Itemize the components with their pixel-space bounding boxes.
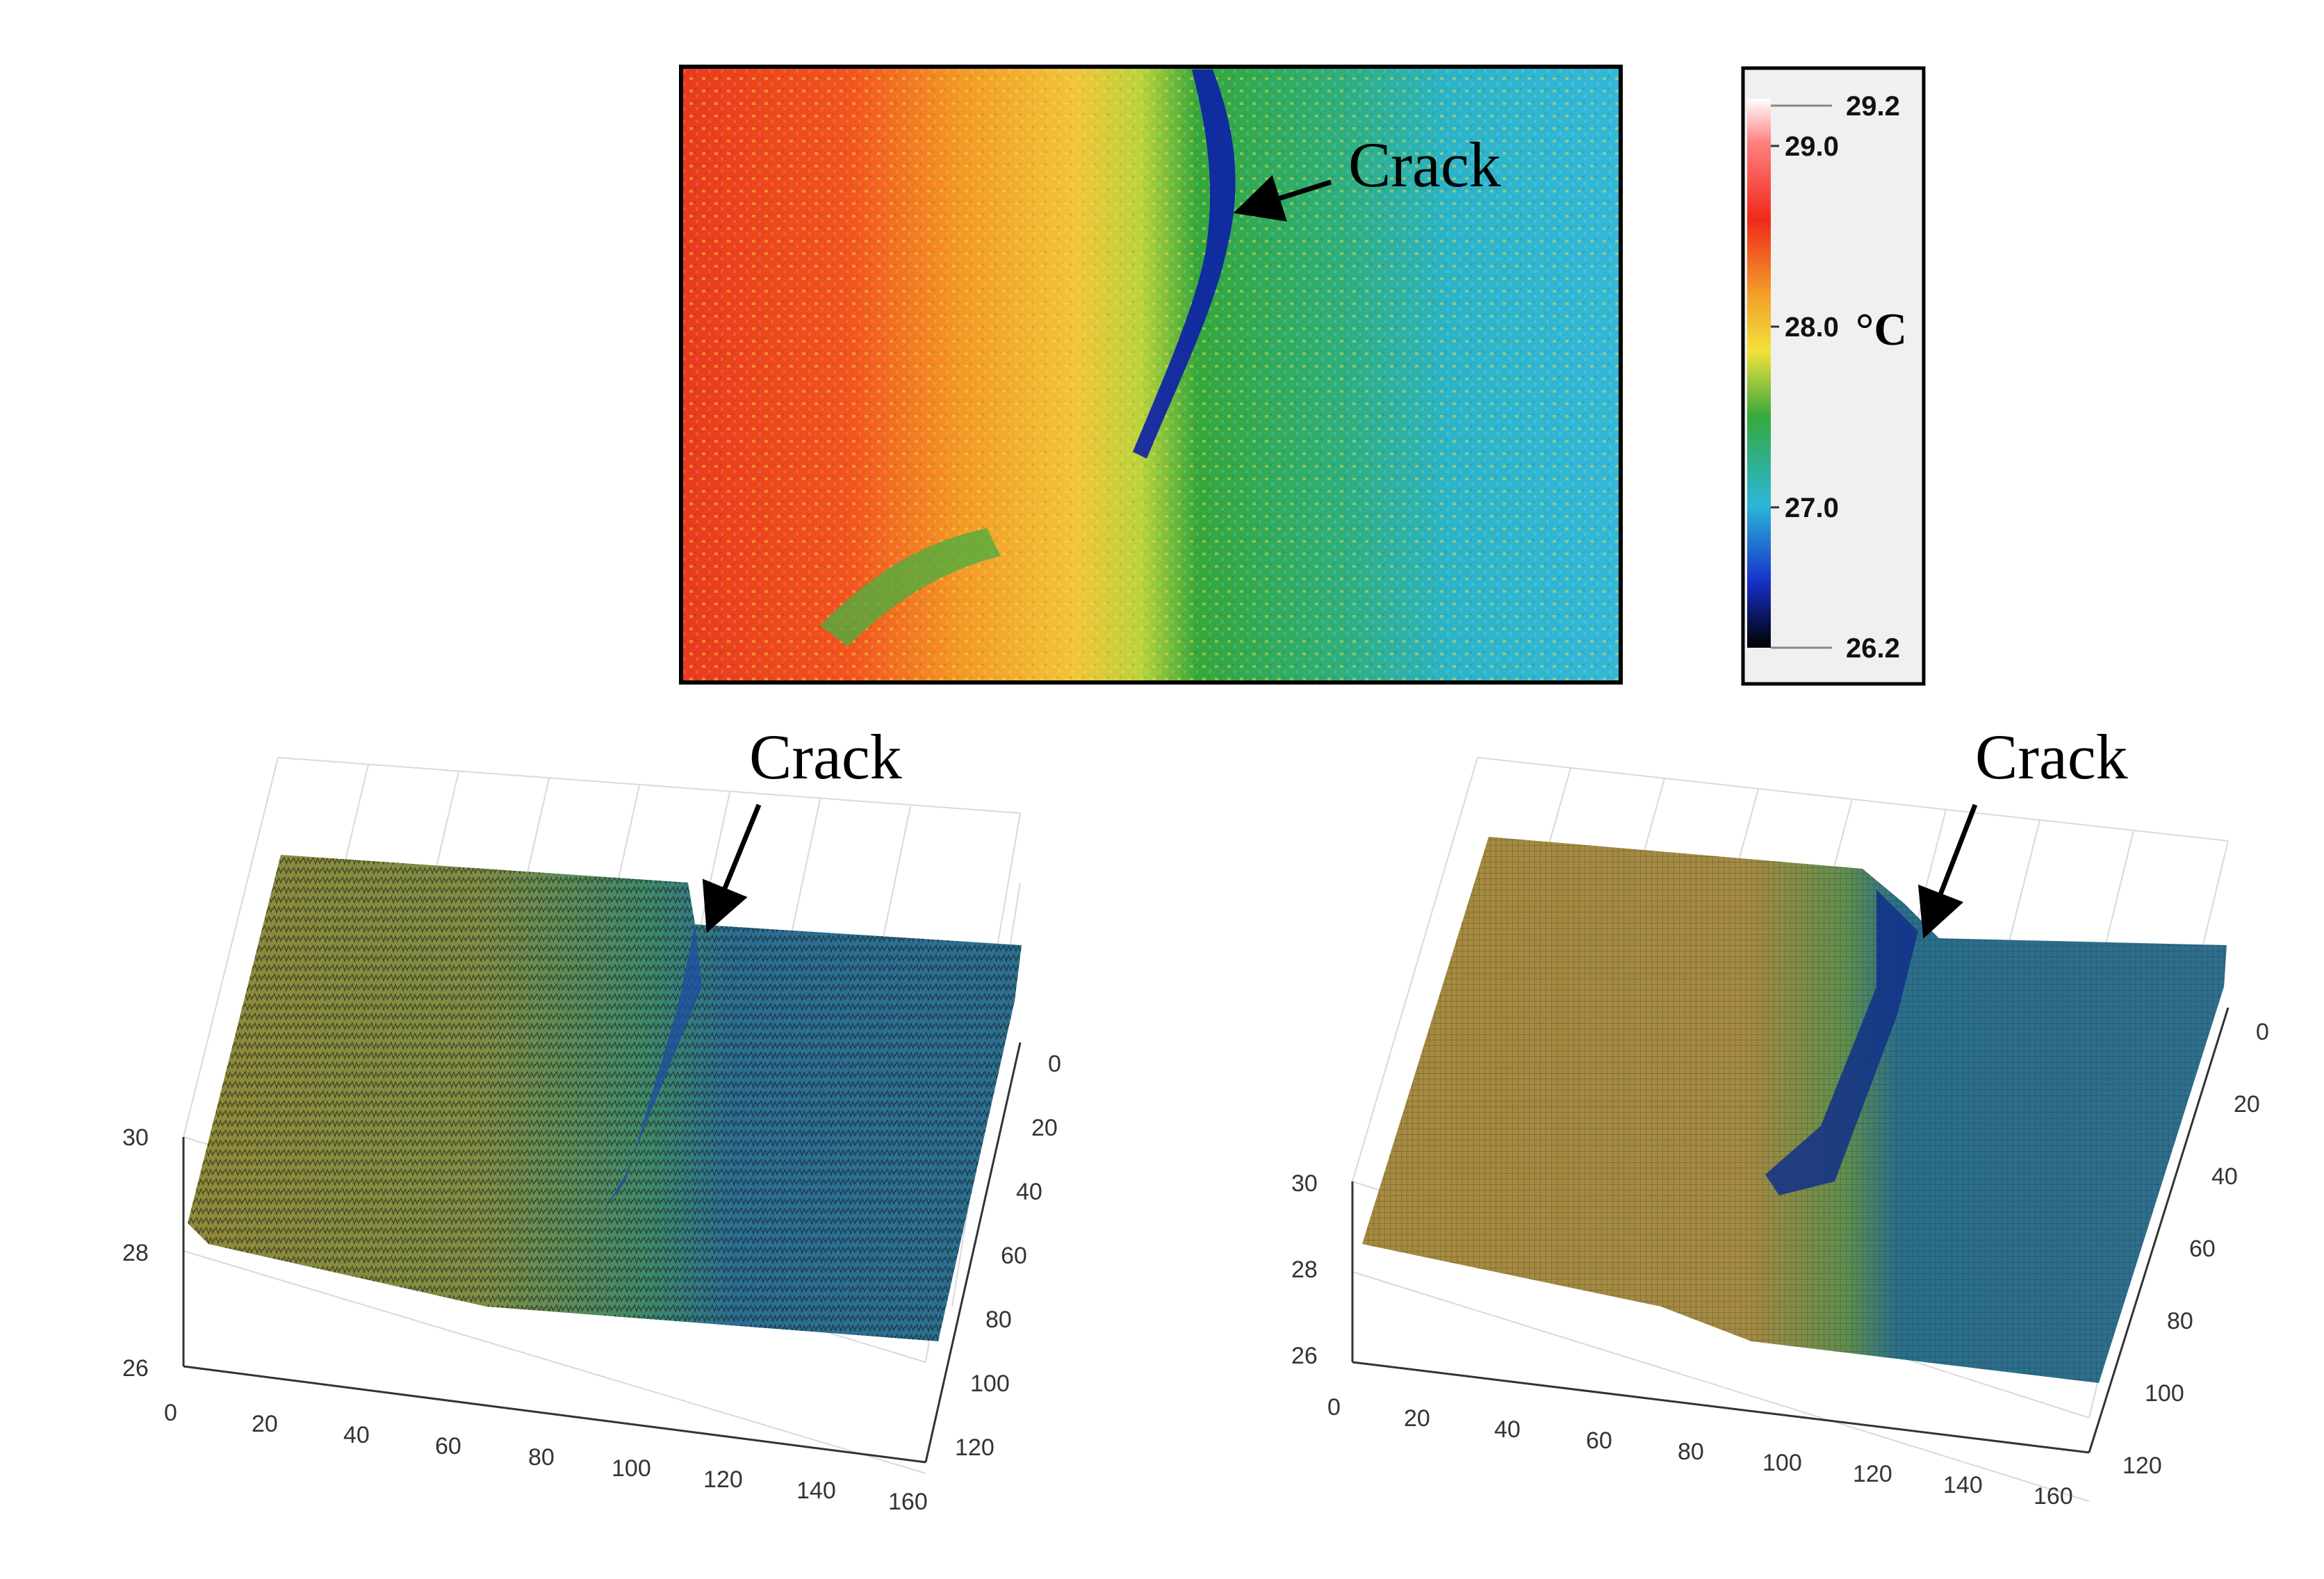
surface-raw-x-0: 0 bbox=[164, 1400, 177, 1426]
surface-raw-axes bbox=[182, 1042, 1022, 1464]
surface-smoothed-x-100: 100 bbox=[1762, 1450, 1802, 1476]
surface-smoothed-axes bbox=[1351, 1007, 2229, 1454]
surface-smoothed-x-80: 80 bbox=[1678, 1439, 1704, 1465]
surface-raw-x-60: 60 bbox=[435, 1433, 461, 1459]
surface-smoothed-x-60: 60 bbox=[1586, 1427, 1612, 1454]
surface-smoothed-z-30: 30 bbox=[1291, 1170, 1318, 1197]
colorbar-label-min: 26.2 bbox=[1846, 633, 1900, 664]
colorbar-label-27: 27.0 bbox=[1785, 493, 1839, 523]
surface-raw-x-160: 160 bbox=[888, 1489, 928, 1515]
surface-raw-y-100: 100 bbox=[970, 1371, 1010, 1397]
surface-smoothed-y-60: 60 bbox=[2189, 1236, 2216, 1262]
surface-smoothed-y-120: 120 bbox=[2122, 1453, 2162, 1479]
surface-raw-y-0: 0 bbox=[1048, 1051, 1061, 1077]
surface-raw-y-40: 40 bbox=[1016, 1179, 1042, 1205]
surface-raw-y-120: 120 bbox=[955, 1434, 995, 1461]
colorbar-label-29: 29.0 bbox=[1785, 131, 1839, 162]
thermal-crack-arrow bbox=[1233, 175, 1332, 222]
surface-smoothed-y-0: 0 bbox=[2256, 1019, 2269, 1045]
surface-plot-smoothed: 30 28 26 0 20 40 60 80 100 120 140 160 0… bbox=[1291, 721, 2269, 1510]
surface-smoothed-y-20: 20 bbox=[2234, 1091, 2260, 1118]
surface-raw-x-140: 140 bbox=[796, 1478, 836, 1504]
surface-smoothed-crack-groove bbox=[1765, 890, 1918, 1195]
surface-raw-x-100: 100 bbox=[612, 1455, 651, 1482]
surface-smoothed-mesh bbox=[1362, 837, 2227, 1383]
surface-smoothed-x-120: 120 bbox=[1853, 1461, 1892, 1487]
thermal-image-speckle bbox=[681, 67, 1621, 682]
surface-raw-crack-groove bbox=[605, 924, 702, 1209]
surface-smoothed-crack-arrow bbox=[1918, 803, 1978, 939]
thermal-image-frame bbox=[679, 65, 1623, 685]
surface-smoothed-z-26: 26 bbox=[1291, 1343, 1318, 1369]
surface-raw-x-120: 120 bbox=[703, 1466, 743, 1493]
surface-raw-crack-arrow bbox=[702, 803, 762, 933]
surface-raw-y-80: 80 bbox=[985, 1307, 1012, 1333]
surface-raw-x-20: 20 bbox=[252, 1411, 278, 1437]
surface-smoothed-y-80: 80 bbox=[2167, 1308, 2193, 1334]
colorbar-unit: °C bbox=[1856, 304, 1907, 355]
colorbar: 29.2 29.0 28.0 27.0 26.2 °C bbox=[1741, 66, 1926, 686]
surface-plot-raw: 30 28 26 0 20 40 60 80 100 120 140 160 0… bbox=[122, 721, 1061, 1515]
thermal-image: Crack bbox=[679, 65, 1623, 685]
thermal-crack-label: Crack bbox=[1348, 129, 1501, 200]
surface-smoothed-x-20: 20 bbox=[1404, 1405, 1430, 1432]
surface-smoothed-z-28: 28 bbox=[1291, 1257, 1318, 1283]
surface-raw-z-30: 30 bbox=[122, 1124, 149, 1151]
colorbar-panel bbox=[1741, 66, 1926, 686]
surface-raw-z-26: 26 bbox=[122, 1355, 149, 1382]
surface-raw-crack-label: Crack bbox=[749, 721, 902, 792]
surface-raw-x-40: 40 bbox=[343, 1422, 370, 1448]
surface-smoothed-y-100: 100 bbox=[2145, 1380, 2184, 1407]
colorbar-ramp bbox=[1747, 99, 1771, 648]
thermal-crack-streak bbox=[1133, 69, 1236, 459]
surface-raw-y-60: 60 bbox=[1001, 1243, 1027, 1269]
surface-raw-x-80: 80 bbox=[528, 1444, 555, 1471]
surface-smoothed-x-40: 40 bbox=[1494, 1416, 1521, 1443]
surface-smoothed-crack-label: Crack bbox=[1975, 721, 2128, 792]
surface-smoothed-x-140: 140 bbox=[1943, 1472, 1983, 1498]
surface-smoothed-x-0: 0 bbox=[1327, 1394, 1341, 1421]
colorbar-label-28: 28.0 bbox=[1785, 312, 1839, 343]
thermal-cool-band bbox=[820, 528, 1001, 646]
colorbar-label-max: 29.2 bbox=[1846, 91, 1900, 122]
surface-raw-z-28: 28 bbox=[122, 1240, 149, 1266]
surface-smoothed-y-40: 40 bbox=[2211, 1163, 2238, 1190]
surface-raw-texture bbox=[188, 855, 1022, 1341]
surface-raw-y-20: 20 bbox=[1031, 1115, 1058, 1141]
surface-smoothed-x-160: 160 bbox=[2034, 1483, 2073, 1510]
